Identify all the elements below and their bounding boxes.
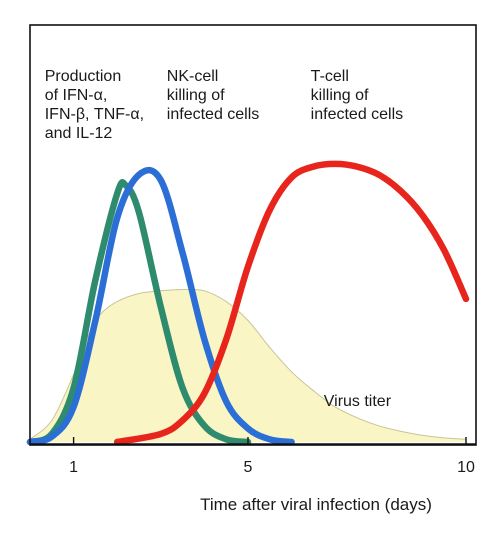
annotation-tcell: T-cell killing of infected cells [311,68,404,123]
annotation-line: Virus titer [324,393,392,410]
annotation-line: infected cells [167,106,259,123]
x-tick-label: 10 [457,459,475,476]
series-area-virus-titer [30,289,466,442]
annotation-line: killing of [311,87,369,104]
annotation-line: Production [45,68,122,85]
annotation-cytokines: Production of IFN-α, IFN-β, TNF-α, and IL-1… [45,68,144,142]
annotations: Production of IFN-α, IFN-β, TNF-α, and IL-1… [45,68,403,410]
x-axis-label: Time after viral infection (days) [200,495,432,514]
annotation-line: IFN-β, TNF-α, [45,106,144,123]
x-tick-label: 5 [244,459,253,476]
x-axis: 1 5 10 [30,437,476,476]
annotation-line: T-cell [311,68,349,85]
x-tick-label: 1 [69,459,78,476]
annotation-line: and IL-12 [45,125,113,142]
annotation-line: of IFN-α, [45,87,108,104]
annotation-line: NK-cell [167,68,219,85]
annotation-line: killing of [167,87,225,104]
annotation-line: infected cells [311,106,404,123]
series-line-nk-cell-killing-of-infected-cell [26,166,295,446]
annotation-nk: NK-cell killing of infected cells [167,68,259,123]
series-line-production-of-ifn-ifn-tnf-and-il [26,179,252,446]
plot-frame [29,24,477,446]
series-line-t-cell-killing-of-infected-cells [113,160,470,446]
annotation-virus: Virus titer [324,393,392,410]
plot-area [26,160,470,446]
